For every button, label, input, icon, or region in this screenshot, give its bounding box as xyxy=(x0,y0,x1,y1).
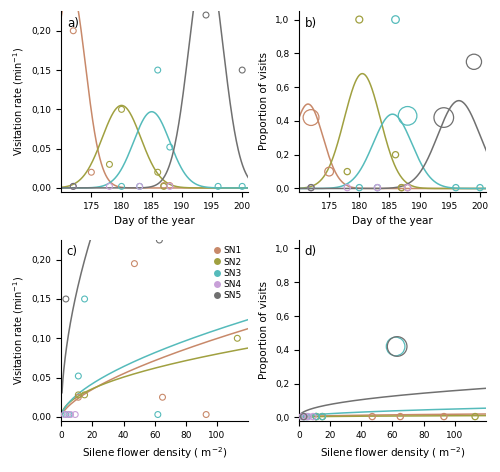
Point xyxy=(106,160,114,168)
Point xyxy=(214,183,222,190)
Point xyxy=(301,413,309,421)
Point xyxy=(238,66,246,74)
Point xyxy=(374,184,382,192)
X-axis label: Day of the year: Day of the year xyxy=(114,216,195,226)
Y-axis label: Visitation rate (min$^{-1}$): Visitation rate (min$^{-1}$) xyxy=(11,276,26,385)
Point xyxy=(202,411,210,418)
Point xyxy=(136,183,143,190)
Point xyxy=(392,343,400,350)
Point xyxy=(356,184,364,192)
Point xyxy=(70,27,78,34)
Point xyxy=(404,184,411,192)
Point xyxy=(398,184,406,192)
Point xyxy=(312,413,320,421)
Point xyxy=(318,413,326,421)
Point xyxy=(74,391,82,399)
Point xyxy=(66,411,74,418)
Point xyxy=(166,182,174,189)
Point xyxy=(62,295,70,303)
Point xyxy=(392,16,400,23)
Point xyxy=(238,183,246,190)
Point xyxy=(166,143,174,151)
Point xyxy=(470,58,478,66)
Point xyxy=(154,411,162,418)
Point xyxy=(118,106,126,113)
Point xyxy=(392,151,400,159)
Point xyxy=(80,391,88,399)
Point xyxy=(404,184,411,192)
Point xyxy=(471,413,479,421)
X-axis label: Silene flower density ( m$^{-2}$): Silene flower density ( m$^{-2}$) xyxy=(82,445,228,461)
Point xyxy=(298,413,306,421)
Point xyxy=(62,411,70,418)
Point xyxy=(71,411,79,418)
Point xyxy=(309,413,317,421)
Point xyxy=(325,168,333,176)
Point xyxy=(476,184,484,192)
Point xyxy=(318,413,326,421)
Point xyxy=(234,335,241,342)
Point xyxy=(88,169,96,176)
Point xyxy=(166,183,174,190)
Point xyxy=(158,394,166,401)
Y-axis label: Proportion of visits: Proportion of visits xyxy=(260,281,270,379)
Point xyxy=(440,114,448,121)
Point xyxy=(156,236,164,244)
Point xyxy=(440,413,448,421)
Point xyxy=(106,183,114,190)
Legend: SN1, SN2, SN3, SN4, SN5: SN1, SN2, SN3, SN4, SN5 xyxy=(213,244,244,302)
Point xyxy=(65,411,73,418)
Point xyxy=(307,114,315,121)
Point xyxy=(74,394,82,401)
Text: a): a) xyxy=(67,17,78,30)
Point xyxy=(396,413,404,421)
Point xyxy=(160,183,168,190)
Point xyxy=(343,168,351,176)
Y-axis label: Proportion of visits: Proportion of visits xyxy=(260,52,270,151)
Point xyxy=(70,183,78,190)
Point xyxy=(312,413,320,421)
Point xyxy=(303,413,311,421)
Point xyxy=(60,411,68,418)
Point xyxy=(202,11,210,19)
Point xyxy=(118,183,126,190)
Point xyxy=(64,411,72,418)
Text: d): d) xyxy=(304,245,316,259)
Point xyxy=(307,184,315,192)
Point xyxy=(312,413,320,421)
Point xyxy=(300,413,308,421)
Point xyxy=(356,16,364,23)
Text: b): b) xyxy=(304,17,316,30)
Point xyxy=(154,169,162,176)
X-axis label: Silene flower density ( m$^{-2}$): Silene flower density ( m$^{-2}$) xyxy=(320,445,465,461)
Point xyxy=(374,184,382,192)
Point xyxy=(80,295,88,303)
Point xyxy=(343,184,351,192)
Point xyxy=(368,413,376,421)
Text: c): c) xyxy=(67,245,78,259)
Point xyxy=(300,413,308,421)
Point xyxy=(404,112,411,119)
Point xyxy=(154,66,162,74)
Point xyxy=(304,413,312,421)
X-axis label: Day of the year: Day of the year xyxy=(352,216,433,226)
Point xyxy=(160,182,168,189)
Point xyxy=(393,343,401,350)
Point xyxy=(307,184,315,192)
Point xyxy=(74,372,82,380)
Point xyxy=(70,183,78,190)
Point xyxy=(452,184,460,192)
Point xyxy=(130,260,138,268)
Point xyxy=(398,184,406,192)
Y-axis label: Visitation rate (min$^{-1}$): Visitation rate (min$^{-1}$) xyxy=(11,47,26,156)
Point xyxy=(136,183,143,190)
